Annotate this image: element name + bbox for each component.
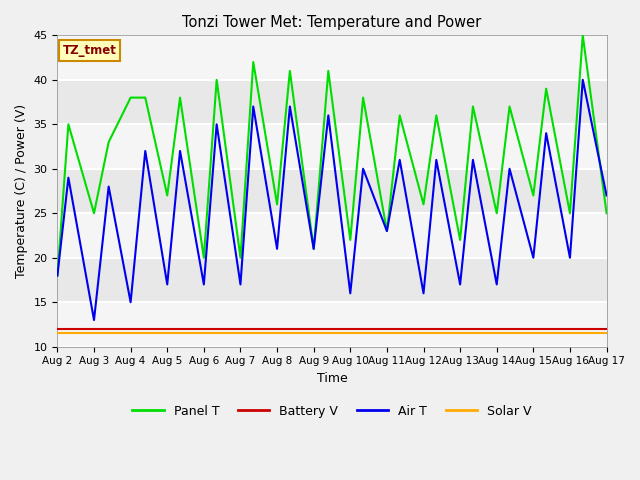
- Bar: [58, 124, 607, 169]
- Bar: [58, 213, 607, 258]
- Y-axis label: Temperature (C) / Power (V): Temperature (C) / Power (V): [15, 104, 28, 278]
- Text: TZ_tmet: TZ_tmet: [63, 44, 116, 57]
- Bar: [58, 302, 607, 347]
- Legend: Panel T, Battery V, Air T, Solar V: Panel T, Battery V, Air T, Solar V: [127, 400, 536, 423]
- Title: Tonzi Tower Met: Temperature and Power: Tonzi Tower Met: Temperature and Power: [182, 15, 482, 30]
- X-axis label: Time: Time: [317, 372, 348, 385]
- Bar: [58, 36, 607, 80]
